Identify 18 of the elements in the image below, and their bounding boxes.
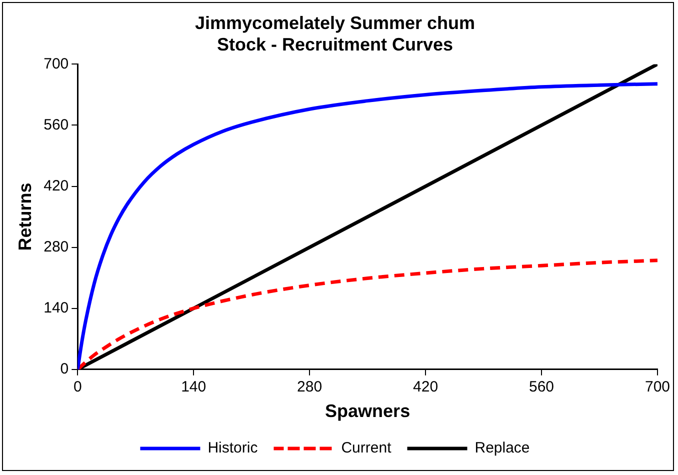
x-tick-label: 140 — [181, 378, 206, 396]
x-tick-label: 0 — [73, 378, 82, 396]
x-axis-title: Spawners — [325, 401, 410, 422]
legend-label: Replace — [474, 440, 530, 457]
chart-title: Jimmycomelately Summer chum Stock - Recruitment Curves — [194, 12, 476, 54]
x-tick-label: 420 — [413, 378, 438, 396]
y-tick-label: 280 — [44, 238, 69, 256]
x-tick-label: 560 — [529, 378, 554, 396]
x-tick-label: 700 — [644, 378, 670, 396]
y-axis-title: Returns — [14, 182, 35, 251]
y-tick-label: 0 — [60, 360, 69, 378]
y-tick-label: 560 — [44, 116, 69, 134]
y-tick-label: 420 — [44, 177, 69, 194]
x-tick-label: 280 — [297, 378, 322, 396]
y-tick-label: 140 — [44, 300, 69, 316]
legend-label: Historic — [208, 440, 258, 457]
legend-label: Current — [341, 440, 392, 457]
y-tick-label: 700 — [44, 55, 69, 72]
